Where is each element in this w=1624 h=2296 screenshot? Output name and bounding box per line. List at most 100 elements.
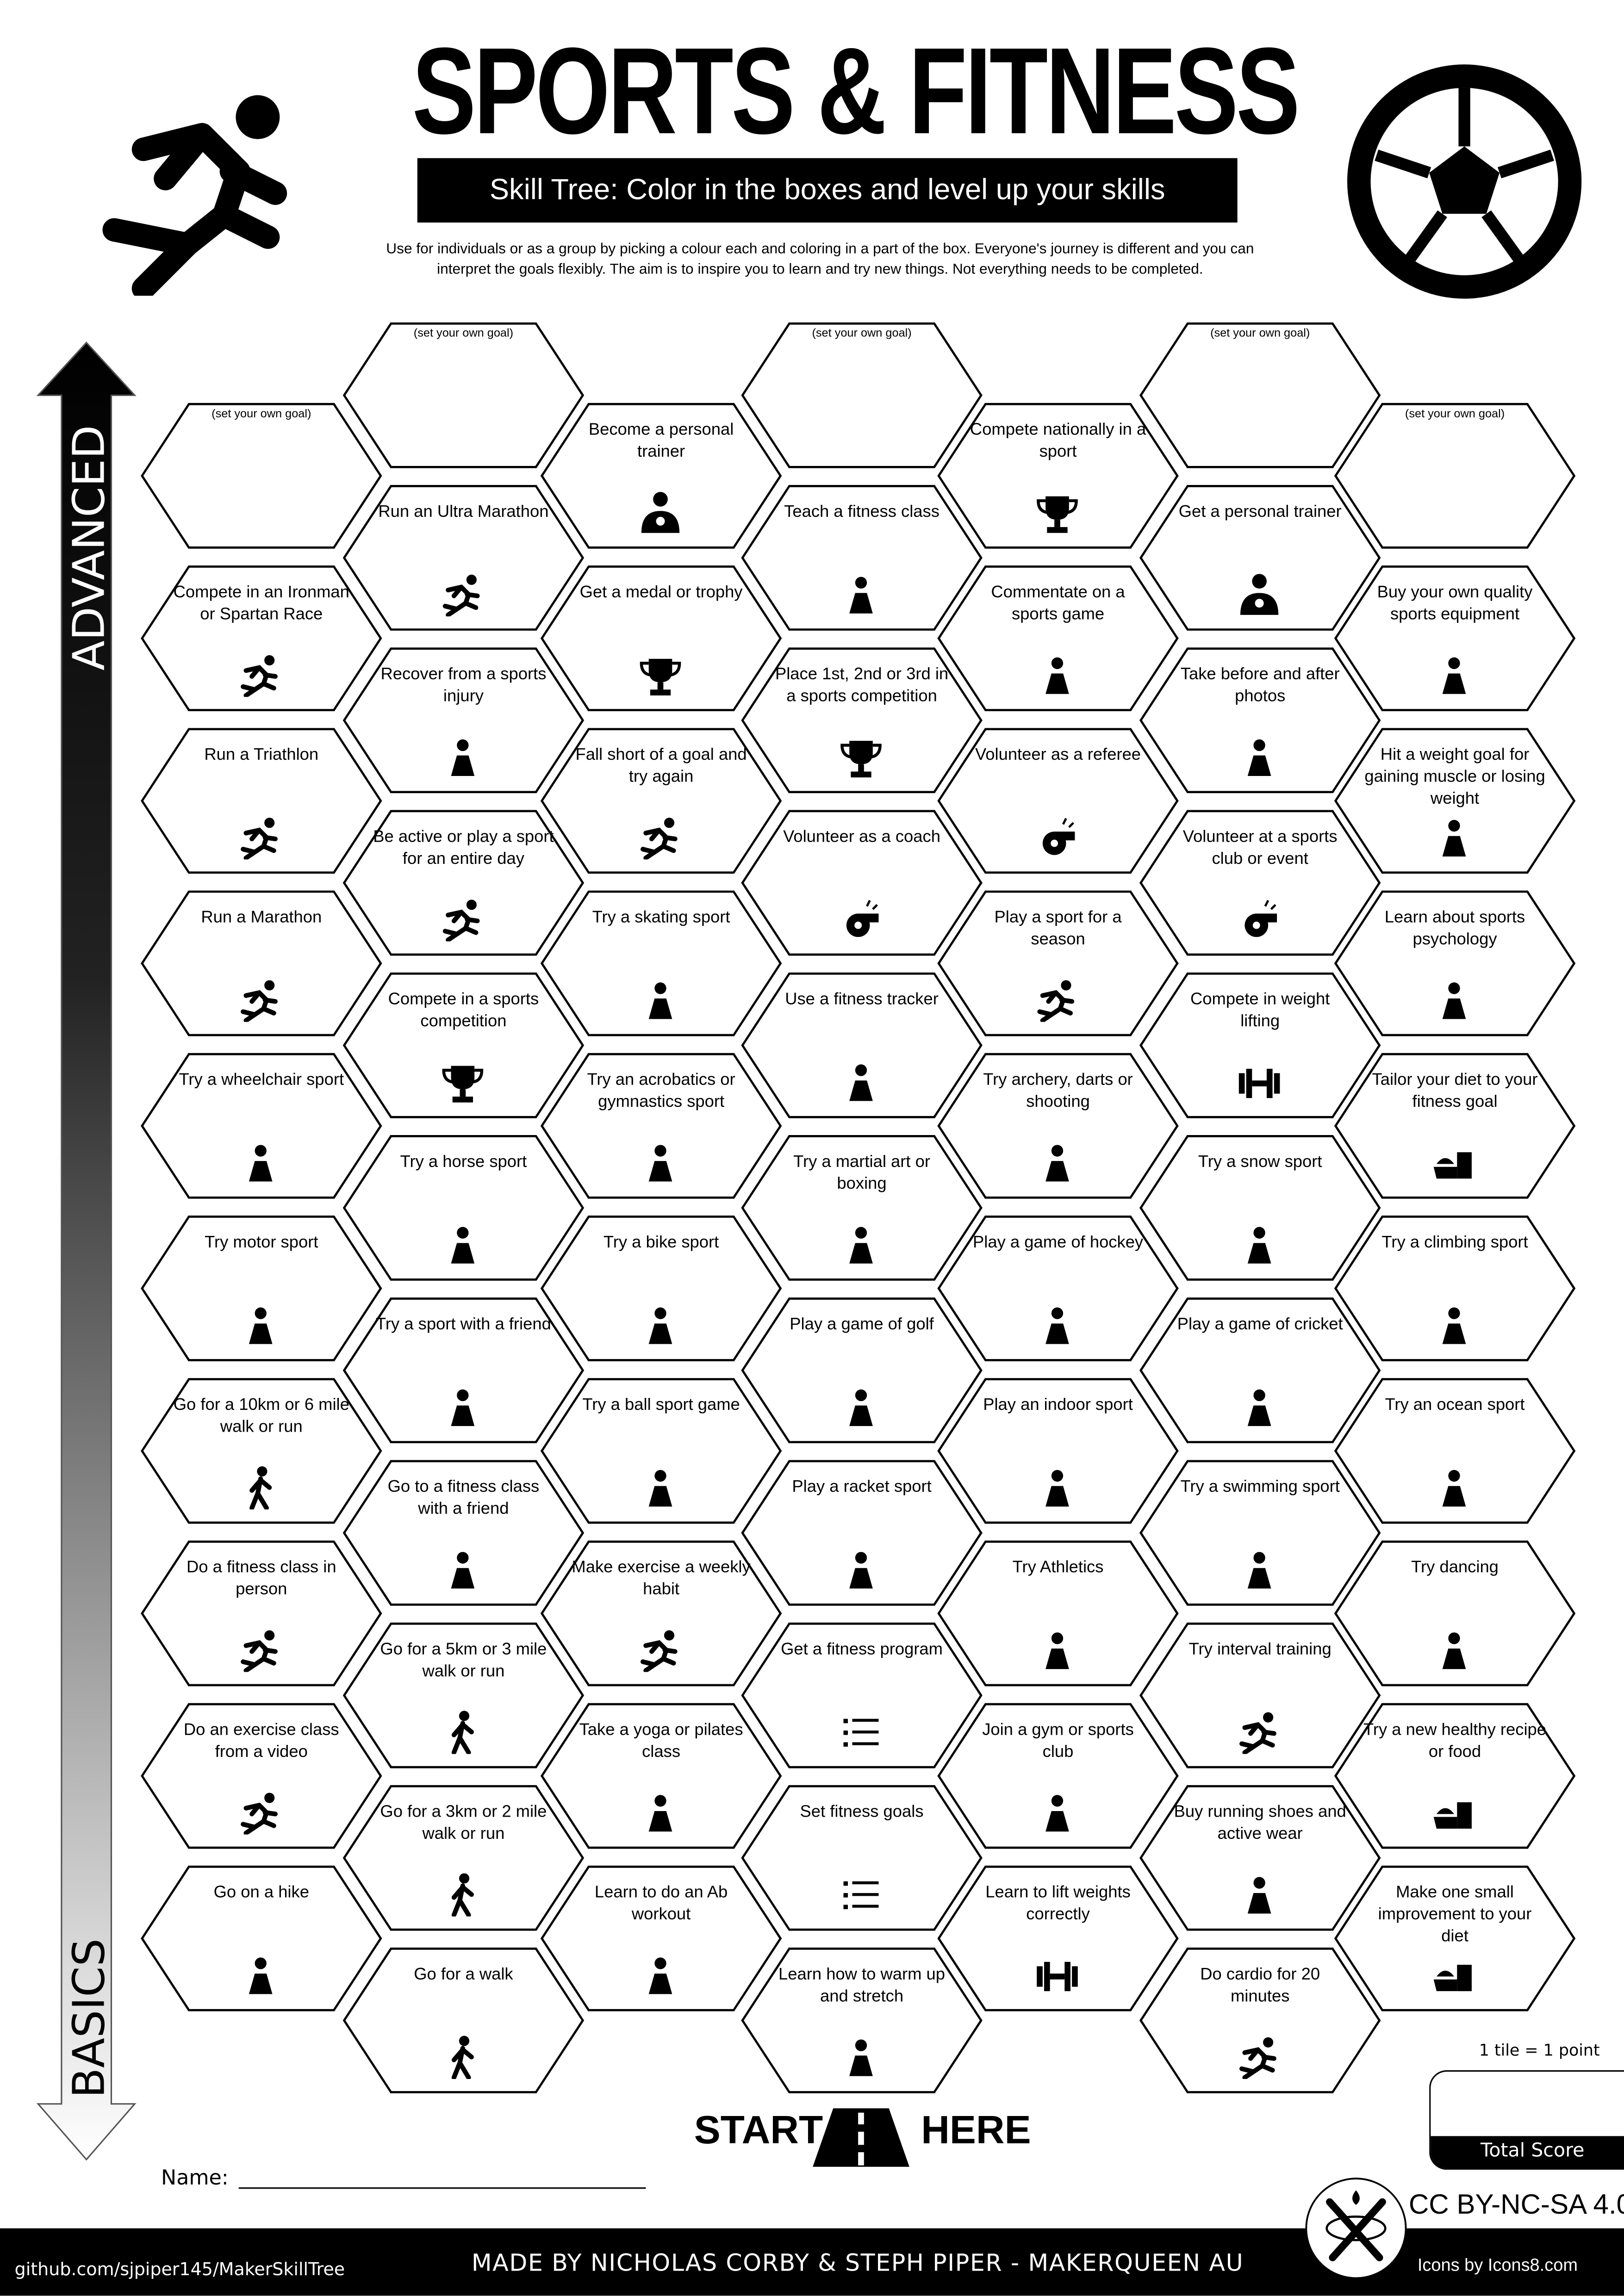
hex-outline [937, 1215, 1179, 1361]
skill-tile[interactable]: Run an Ultra Marathon [342, 484, 585, 631]
skill-tile[interactable]: Take a yoga or pilates class [540, 1703, 782, 1849]
skill-tile[interactable]: Try a swimming sport [1139, 1460, 1381, 1606]
skill-tile[interactable]: Try a ball sport game [540, 1378, 782, 1524]
runner-icon [241, 818, 278, 860]
skill-tile[interactable]: Compete in weight lifting [1139, 972, 1381, 1118]
skill-tile[interactable]: Compete in an Ironman or Spartan Race [141, 565, 382, 711]
skill-tile[interactable]: Run a Triathlon [141, 728, 382, 874]
skill-label: Get a fitness program [781, 1641, 943, 1659]
github-link[interactable]: github.com/sjpiper145/MakerSkillTree [14, 2259, 345, 2280]
skill-tile[interactable]: Try a snow sport [1139, 1135, 1381, 1281]
runner-icon [241, 1793, 278, 1835]
skill-tile[interactable]: Try a skating sport [540, 890, 782, 1036]
skill-tile[interactable]: Be active or play a sport for an entire … [342, 810, 585, 956]
skill-tile[interactable]: Commentate on a sports game [937, 565, 1179, 711]
total-score-box[interactable]: Total Score [1429, 2070, 1624, 2170]
hex-outline [937, 1703, 1179, 1849]
skill-label: Recover from a sports injury [380, 666, 547, 706]
skill-tile[interactable]: Play an indoor sport [937, 1378, 1179, 1524]
skill-label: Try a snow sport [1198, 1154, 1322, 1172]
skill-tile[interactable]: Try a new healthy recipe or food [1334, 1703, 1576, 1849]
skill-tile[interactable]: (set your own goal) [342, 322, 585, 468]
skill-tile[interactable]: Compete in a sports competition [342, 972, 585, 1118]
skill-tile[interactable]: Try an ocean sport [1334, 1378, 1576, 1524]
skill-tile[interactable]: Become a personal trainer [540, 403, 782, 549]
skill-tile[interactable]: Go for a walk [342, 1947, 585, 2093]
skill-tile[interactable]: Take before and after photos [1139, 647, 1381, 794]
skill-tile[interactable]: Volunteer at a sports club or event [1139, 810, 1381, 956]
name-field[interactable] [238, 2187, 646, 2189]
skill-tile[interactable]: Try archery, darts or shooting [937, 1053, 1179, 1199]
skill-tile[interactable]: (set your own goal) [1334, 403, 1576, 549]
two-walkers-icon [451, 1389, 475, 1426]
skill-tile[interactable]: Compete nationally in a sport [937, 403, 1179, 549]
skill-tile[interactable]: Volunteer as a referee [937, 728, 1179, 874]
hex-outline [741, 485, 983, 631]
skill-tile[interactable]: Hit a weight goal for gaining muscle or … [1334, 728, 1576, 874]
skill-tile[interactable]: Fall short of a goal and try again [540, 728, 782, 874]
skill-tile[interactable]: Try a martial art or boxing [741, 1135, 983, 1281]
hex-outline [141, 403, 382, 549]
skill-tile[interactable]: Try a sport with a friend [342, 1297, 585, 1444]
skill-tile[interactable]: Try a wheelchair sport [141, 1053, 382, 1199]
skill-tile[interactable]: Try a horse sport [342, 1135, 585, 1281]
runner-icon [241, 655, 278, 697]
skill-tile[interactable]: Do cardio for 20 minutes [1139, 1947, 1381, 2093]
skill-tile[interactable]: Run a Marathon [141, 890, 382, 1036]
skill-tile[interactable]: Try interval training [1139, 1622, 1381, 1769]
skill-tile[interactable]: Play a racket sport [741, 1460, 983, 1606]
hex-outline [540, 1865, 782, 2011]
skill-tile[interactable]: (set your own goal) [141, 403, 382, 549]
skill-tile[interactable]: Recover from a sports injury [342, 647, 585, 794]
skill-tile[interactable]: Learn about sports psychology [1334, 890, 1576, 1036]
skill-tile[interactable]: Teach a fitness class [741, 484, 983, 631]
skill-tile[interactable]: Go for a 5km or 3 mile walk or run [342, 1622, 585, 1769]
hex-outline [141, 728, 382, 874]
skill-tile[interactable]: Go to a fitness class with a friend [342, 1460, 585, 1606]
skill-tile[interactable]: Buy running shoes and active wear [1139, 1785, 1381, 1931]
walker-icon [249, 1466, 272, 1510]
skill-tile[interactable]: Play a game of cricket [1139, 1297, 1381, 1444]
skill-tile[interactable]: Try Athletics [937, 1540, 1179, 1687]
skill-tile[interactable]: Volunteer as a coach [741, 810, 983, 956]
skill-tile[interactable]: Learn to lift weights correctly [937, 1865, 1179, 2011]
skill-tile[interactable]: Get a personal trainer [1139, 484, 1381, 631]
skill-tile[interactable]: Place 1st, 2nd or 3rd in a sports compet… [741, 647, 983, 794]
hex-outline [342, 647, 585, 794]
skill-label: Learn how to warm up and stretch [778, 1966, 946, 2006]
skill-label: Compete in an Ironman or Spartan Race [173, 584, 349, 624]
skill-tile[interactable]: Play a game of hockey [937, 1215, 1179, 1361]
hex-outline [937, 1540, 1179, 1687]
skill-tile[interactable]: Learn how to warm up and stretch [741, 1947, 983, 2093]
skill-tile[interactable]: Join a gym or sports club [937, 1703, 1179, 1849]
skill-tile[interactable]: Do a fitness class in person [141, 1540, 382, 1687]
skill-tile[interactable]: Play a game of golf [741, 1297, 983, 1444]
skill-tile[interactable]: Learn to do an Ab workout [540, 1865, 782, 2011]
skill-label: Volunteer as a coach [783, 828, 940, 846]
hex-outline [741, 322, 983, 468]
skill-tile[interactable]: Get a medal or trophy [540, 565, 782, 711]
skill-tile[interactable]: Try an acrobatics or gymnastics sport [540, 1053, 782, 1199]
skill-tile[interactable]: Play a sport for a season [937, 890, 1179, 1036]
runner-icon [102, 95, 287, 296]
skill-tile[interactable]: Try motor sport [141, 1215, 382, 1361]
hex-outline [342, 322, 585, 468]
skill-tile[interactable]: Go for a 3km or 2 mile walk or run [342, 1785, 585, 1931]
skill-tile[interactable]: Use a fitness tracker [741, 972, 983, 1118]
skill-tile[interactable]: Do an exercise class from a video [141, 1703, 382, 1849]
skill-tile[interactable]: Tailor your diet to your fitness goal [1334, 1053, 1576, 1199]
hex-outline [1139, 1297, 1381, 1444]
skill-tile[interactable]: (set your own goal) [741, 322, 983, 468]
skill-tile[interactable]: Try dancing [1334, 1540, 1576, 1687]
skill-tile[interactable]: Go for a 10km or 6 mile walk or run [141, 1378, 382, 1524]
skill-tile[interactable]: (set your own goal) [1139, 322, 1381, 468]
skill-tile[interactable]: Get a fitness program [741, 1622, 983, 1769]
skill-tile[interactable]: Make exercise a weekly habit [540, 1540, 782, 1687]
skill-tile[interactable]: Go on a hike [141, 1865, 382, 2011]
skill-tile[interactable]: Buy your own quality sports equipment [1334, 565, 1576, 711]
skill-tile[interactable]: Set fitness goals [741, 1785, 983, 1931]
skill-tile[interactable]: Try a bike sport [540, 1215, 782, 1361]
skill-tile[interactable]: Try a climbing sport [1334, 1215, 1576, 1361]
skill-tile[interactable]: Make one small improvement to your diet [1334, 1865, 1576, 2011]
walker-icon [451, 2035, 474, 2079]
